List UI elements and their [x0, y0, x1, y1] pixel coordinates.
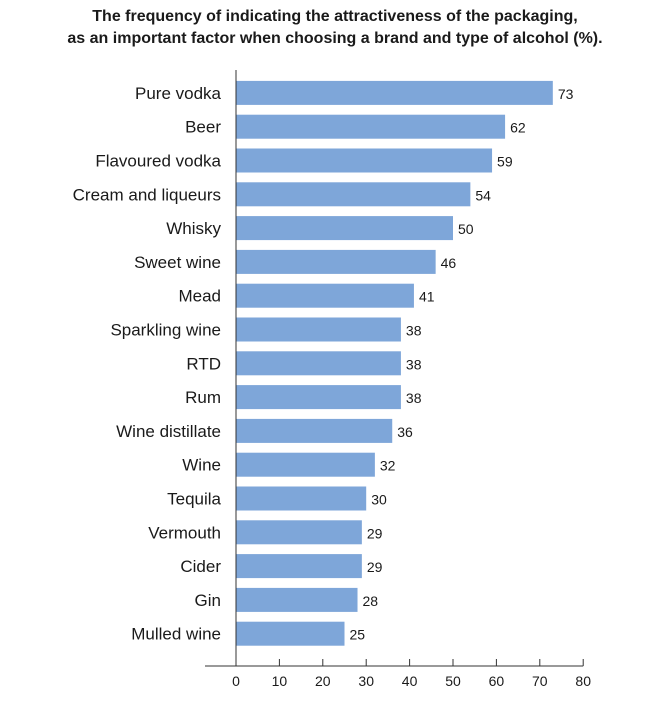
x-tick-label: 20 — [315, 673, 331, 689]
x-tick-label: 60 — [489, 673, 505, 689]
bar — [236, 317, 401, 342]
category-label: Cream and liqueurs — [73, 185, 221, 204]
bar — [236, 351, 401, 376]
bar — [236, 114, 506, 139]
data-label: 38 — [406, 356, 422, 372]
data-label: 54 — [475, 187, 491, 203]
data-label: 38 — [406, 323, 422, 339]
bar — [236, 249, 436, 274]
data-label: 29 — [367, 525, 383, 541]
bar — [236, 216, 453, 241]
x-tick-label: 40 — [402, 673, 418, 689]
chart-title-line-2: as an important factor when choosing a b… — [67, 30, 603, 47]
data-label: 59 — [497, 154, 513, 170]
bar — [236, 452, 375, 477]
data-label: 73 — [558, 86, 574, 102]
bar — [236, 418, 393, 443]
data-label: 29 — [367, 559, 383, 575]
chart-title: The frequency of indicating the attracti… — [0, 6, 670, 50]
chart-title-line-1: The frequency of indicating the attracti… — [92, 8, 578, 25]
data-label: 25 — [350, 627, 366, 643]
data-label: 28 — [363, 593, 379, 609]
data-label: 62 — [510, 120, 526, 136]
bar — [236, 148, 493, 173]
category-label: Cider — [180, 557, 221, 576]
category-label: Flavoured vodka — [95, 152, 221, 171]
bar — [236, 486, 367, 511]
bar — [236, 80, 553, 105]
bar — [236, 587, 358, 612]
category-label: RTD — [186, 354, 221, 373]
x-tick-label: 0 — [232, 673, 240, 689]
category-label: Mulled wine — [131, 625, 221, 644]
category-label: Rum — [185, 388, 221, 407]
data-label: 38 — [406, 390, 422, 406]
category-label: Wine distillate — [116, 422, 221, 441]
x-tick-label: 50 — [445, 673, 461, 689]
category-label: Tequila — [167, 490, 221, 509]
data-label: 50 — [458, 221, 474, 237]
x-tick-label: 80 — [575, 673, 591, 689]
bar — [236, 385, 401, 410]
category-label: Vermouth — [148, 523, 221, 542]
bar — [236, 554, 362, 579]
category-label: Beer — [185, 118, 221, 137]
category-label: Sparkling wine — [110, 321, 221, 340]
bar — [236, 182, 471, 207]
bar — [236, 520, 362, 545]
x-tick-label: 70 — [532, 673, 548, 689]
category-label: Sweet wine — [134, 253, 221, 272]
data-label: 36 — [397, 424, 413, 440]
data-label: 32 — [380, 458, 396, 474]
bar — [236, 283, 414, 308]
category-label: Wine — [182, 456, 221, 475]
data-label: 46 — [441, 255, 457, 271]
category-label: Gin — [195, 591, 221, 610]
data-label: 30 — [371, 492, 387, 508]
category-label: Pure vodka — [135, 84, 222, 103]
data-label: 41 — [419, 289, 435, 305]
bar — [236, 621, 345, 646]
x-tick-label: 10 — [272, 673, 288, 689]
category-label: Whisky — [166, 219, 221, 238]
category-label: Mead — [178, 287, 221, 306]
x-tick-label: 30 — [358, 673, 374, 689]
